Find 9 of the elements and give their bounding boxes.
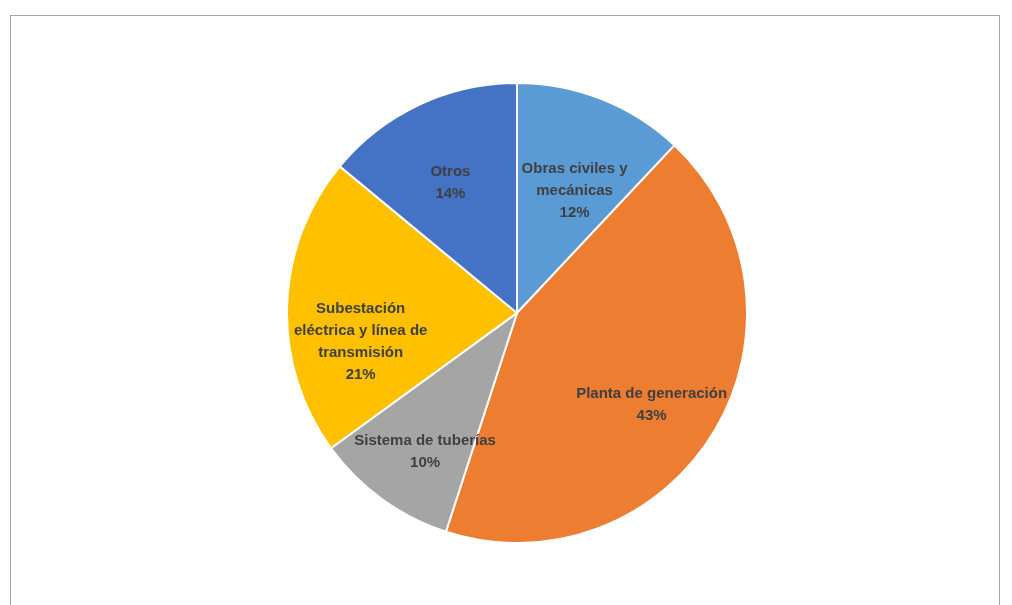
data-label: 43% <box>636 405 667 423</box>
slice-label: Planta de generación <box>576 383 728 401</box>
data-label: 10% <box>410 452 441 470</box>
slice-label: Otros <box>430 162 471 180</box>
data-label: 14% <box>435 184 466 202</box>
data-label: 21% <box>345 365 376 383</box>
data-label: 12% <box>559 202 590 220</box>
slice-label: Subestación eléctrica y línea de transmisión <box>293 299 428 361</box>
slice-label: Obras civiles y mecánicas <box>521 158 629 198</box>
